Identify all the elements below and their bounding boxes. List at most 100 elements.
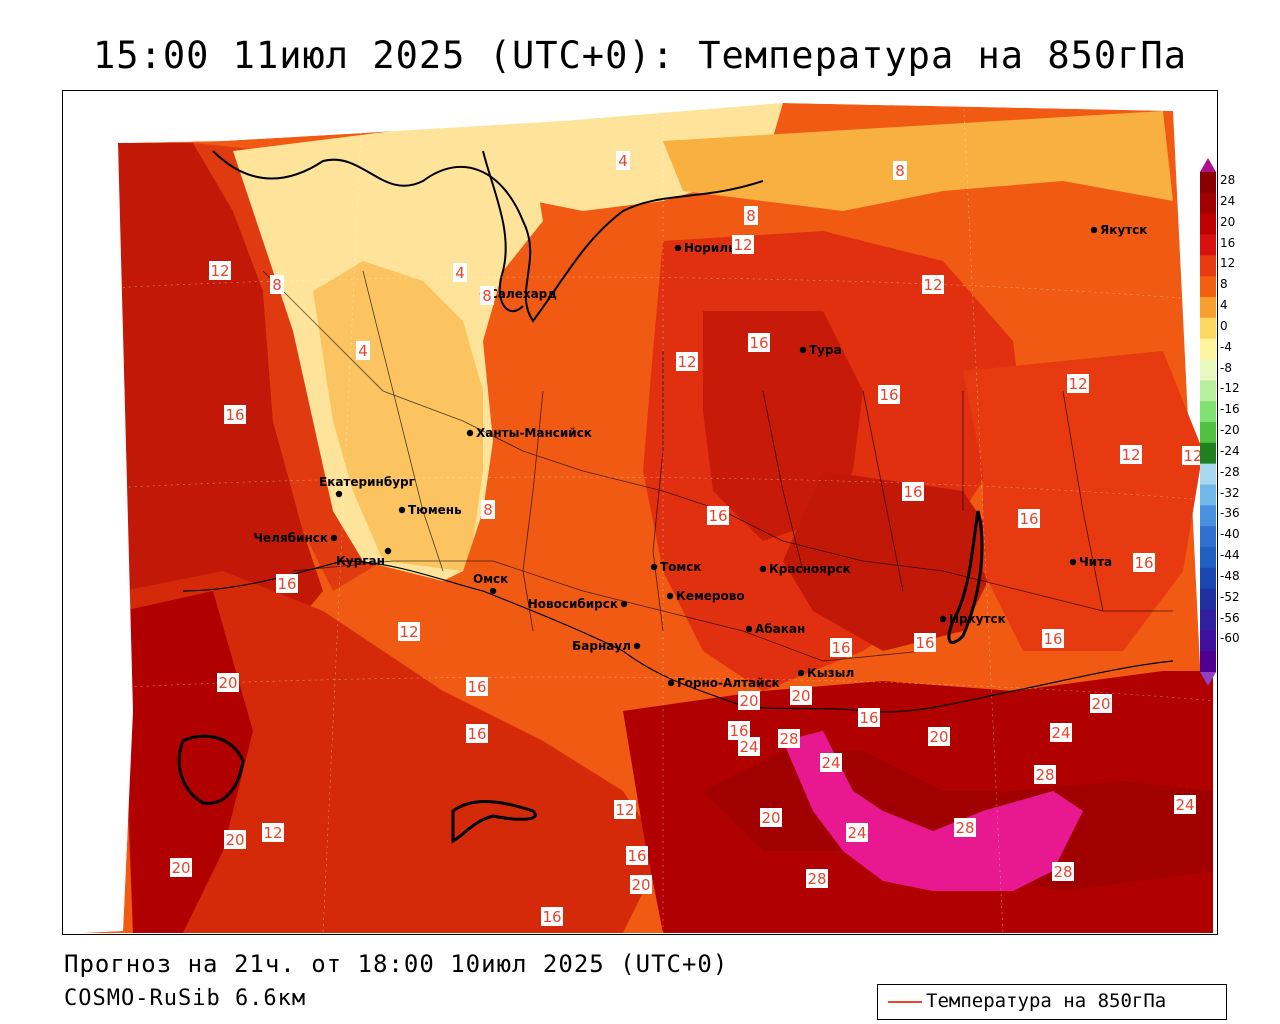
isoline-label: 20 (928, 727, 950, 746)
isoline-value: 8 (483, 501, 493, 519)
isoline-label: 12 (922, 275, 944, 294)
outside-domain-top (63, 91, 1217, 143)
city-label-barnaul: Барнаул (572, 639, 631, 653)
isoline-value: 12 (677, 353, 696, 371)
colorbar-tick-label: -20 (1220, 423, 1240, 437)
isoline-value: 20 (171, 859, 190, 877)
colorbar-segment (1200, 484, 1216, 506)
isoline-value: 24 (821, 754, 840, 772)
colorbar-segment (1200, 192, 1216, 215)
colorbar-tick-label: -12 (1220, 381, 1240, 396)
isoline-label: 8 (893, 161, 907, 180)
isoline-value: 16 (542, 908, 561, 926)
isoline-label: 20 (224, 830, 246, 849)
colorbar-labels: 28 24 20 16 12 8 4 0 -4 -8 -12 -16 -20 -24 -28 -32 -36 -4… (1220, 172, 1280, 672)
isoline-value: 20 (218, 674, 237, 692)
isoline-label: 8 (744, 206, 758, 225)
isoline-value: 28 (955, 819, 974, 837)
isoline-label: 20 (738, 691, 760, 710)
isoline-value: 16 (627, 847, 646, 865)
city-marker-omsk (489, 587, 497, 595)
city-marker-tomsk (650, 563, 658, 571)
city-label-gorno: Горно-Алтайск (677, 676, 780, 690)
colorbar-segment (1200, 297, 1216, 319)
isoline-value: 24 (847, 824, 866, 842)
isoline-label: 28 (954, 818, 976, 837)
legend-line-swatch (888, 1001, 922, 1003)
isoline-label: 12 (676, 352, 698, 371)
isoline-value: 24 (739, 738, 758, 756)
colorbar-segment (1200, 526, 1216, 548)
isoline-value: 16 (859, 709, 878, 727)
isoline-value: 16 (467, 678, 486, 696)
city-label-tyumen: Тюмень (408, 503, 462, 517)
isoline-label: 20 (630, 875, 652, 894)
isoline-value: 8 (272, 276, 282, 294)
isoline-label: 16 (1133, 553, 1155, 572)
colorbar-tick-label: 24 (1220, 193, 1236, 208)
isoline-label: 8 (270, 275, 284, 294)
colorbar-tick-label: -4 (1220, 339, 1232, 354)
colorbar-tick-label: 20 (1220, 214, 1236, 229)
outside-domain-left (63, 143, 133, 934)
isoline-label: 16 (1042, 629, 1064, 648)
southwest-warm-region (123, 571, 663, 933)
balkhash-lake (451, 800, 537, 844)
isoline-label: 16 (878, 385, 900, 404)
isoline-label: 28 (1034, 765, 1056, 784)
isoline-label: 16 (858, 708, 880, 727)
colorbar-tick-label: -40 (1220, 527, 1240, 542)
city-marker-khanty (466, 429, 474, 437)
isoline-label: 16 (1018, 509, 1040, 528)
city-marker-kyzyl (797, 669, 805, 677)
isoline-label: 20 (790, 686, 812, 705)
map-svg: СалехардНорильскЯкутскТураХанты-Мансийск… (63, 91, 1217, 934)
colorbar-segment (1200, 213, 1216, 235)
isoline-value: 4 (358, 342, 368, 360)
colorbar-segment (1200, 338, 1216, 360)
colorbar-segment (1200, 172, 1216, 194)
isoline-label: 16 (707, 506, 729, 525)
isoline-value: 20 (929, 728, 948, 746)
city-marker-chelyabinsk (330, 534, 338, 542)
colorbar-tick-label: 12 (1220, 256, 1236, 271)
isoline-label: 24 (1050, 723, 1072, 742)
isoline-value: 16 (1019, 510, 1038, 528)
isoline-label: 16 (224, 405, 246, 424)
colorbar-tick-label: 16 (1220, 235, 1236, 250)
colorbar-tick-label: -24 (1220, 443, 1240, 458)
isoline-label: 12 (732, 235, 754, 254)
colorbar-segment (1200, 276, 1216, 298)
graticule (63, 91, 1217, 934)
city-label-novosibirsk: Новосибирск (528, 597, 618, 611)
temperature-map: Салехард Норильск Якутск Тура Ханты-Мансийск… (62, 90, 1218, 935)
isoline-label: 28 (806, 869, 828, 888)
isoline-value: 24 (1175, 796, 1194, 814)
isoline-value: 28 (779, 730, 798, 748)
colorbar-segment (1200, 609, 1216, 631)
isoline-value: 4 (455, 264, 465, 282)
isoline-label: 20 (1090, 694, 1112, 713)
city-label-kyzyl: Кызыл (807, 666, 854, 680)
isoline-label: 8 (481, 500, 495, 519)
isoline-value: 16 (1043, 630, 1062, 648)
city-marker-krasnoyarsk (759, 565, 767, 573)
forecast-info: Прогноз на 21ч. от 18:00 10июл 2025 (UTC… (64, 950, 729, 978)
isoline-value: 20 (791, 687, 810, 705)
city-label-abakan: Абакан (755, 622, 805, 636)
colorbar-segment (1200, 547, 1216, 569)
isoline-value: 16 (467, 725, 486, 743)
isoline-label: 16 (541, 907, 563, 926)
colorbar-tick-label: -60 (1220, 631, 1240, 646)
isoline-value: 16 (225, 406, 244, 424)
model-name: COSMO-RuSib 6.6км (64, 986, 307, 1011)
isoline-value: 16 (708, 507, 727, 525)
colorbar (1200, 158, 1216, 686)
city-marker-novosibirsk (620, 600, 628, 608)
colorbar-tick-label: -36 (1220, 506, 1240, 521)
isoline-value: 20 (1091, 695, 1110, 713)
isoline-value: 20 (739, 692, 758, 710)
isoline-value: 24 (1051, 724, 1070, 742)
isoline-label: 12 (398, 622, 420, 641)
